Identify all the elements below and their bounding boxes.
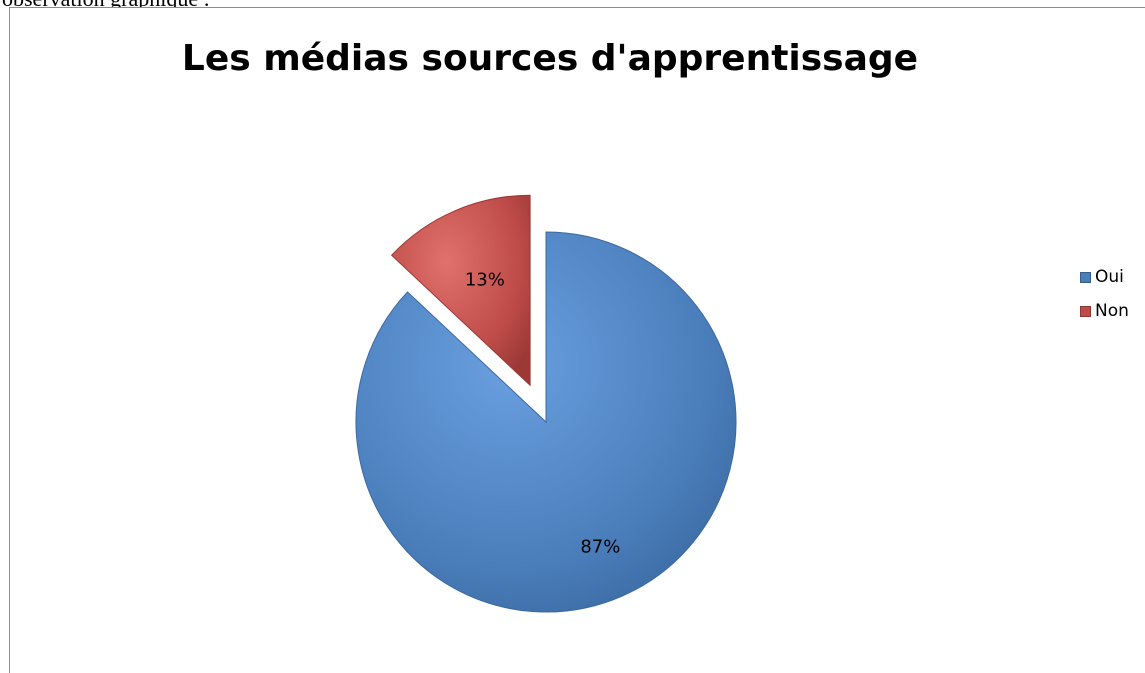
- chart-title: Les médias sources d'apprentissage: [181, 38, 919, 79]
- chart-legend: Oui Non: [1080, 265, 1129, 333]
- legend-label-non: Non: [1095, 301, 1129, 321]
- legend-item-non: Non: [1080, 299, 1129, 323]
- pie-slice-oui: [355, 231, 737, 613]
- legend-swatch-non: [1080, 305, 1091, 317]
- legend-item-oui: Oui: [1080, 265, 1129, 289]
- document-caption-text: observation graphique :: [2, 0, 210, 12]
- legend-swatch-oui: [1080, 271, 1091, 283]
- slice-label-non: 13%: [465, 270, 505, 291]
- slice-label-oui: 87%: [580, 537, 620, 558]
- pie-slice-non: [390, 194, 531, 387]
- legend-label-oui: Oui: [1095, 267, 1124, 287]
